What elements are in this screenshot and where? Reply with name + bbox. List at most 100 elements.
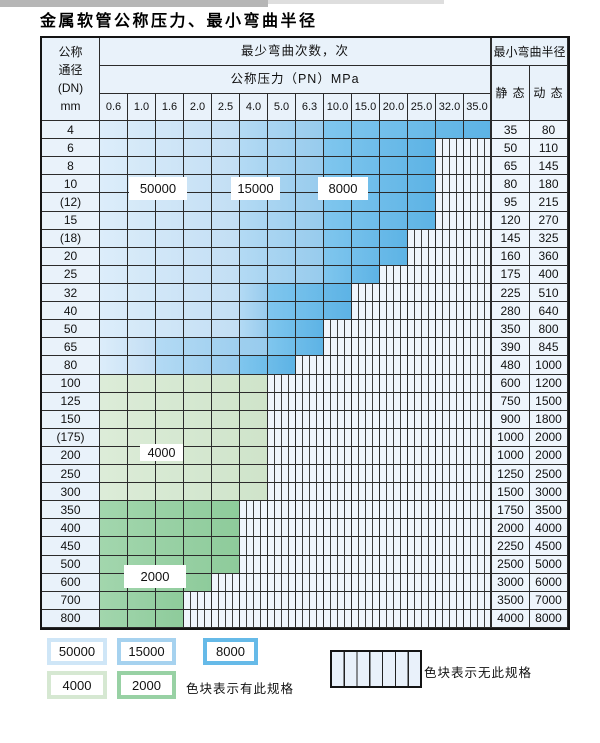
region-label-50000: 50000 bbox=[129, 177, 187, 200]
dn-label: (18) bbox=[42, 229, 100, 248]
region-b5 bbox=[100, 121, 240, 140]
legend-swatch-50000: 50000 bbox=[47, 638, 107, 665]
region-no-spec bbox=[184, 591, 492, 610]
region-b5 bbox=[100, 302, 240, 321]
scan-edge-strip bbox=[0, 0, 268, 7]
static-radius-value: 1750 bbox=[492, 501, 530, 520]
region-no-spec bbox=[184, 609, 492, 628]
pressure-col-header-0.6: 0.6 bbox=[100, 94, 128, 121]
dynamic-radius-value: 510 bbox=[530, 283, 568, 303]
dynamic-column-header: 动 态 bbox=[530, 66, 568, 121]
static-radius-value: 50 bbox=[492, 139, 530, 158]
region-b15 bbox=[240, 229, 324, 248]
region-b5 bbox=[100, 229, 240, 248]
dn-label: 400 bbox=[42, 519, 100, 538]
dn-label: 200 bbox=[42, 446, 100, 466]
region-no-spec bbox=[436, 211, 492, 230]
region-b5 bbox=[100, 320, 240, 339]
region-b8 bbox=[268, 320, 324, 339]
static-radius-value: 480 bbox=[492, 356, 530, 375]
dn-label: 40 bbox=[42, 302, 100, 321]
static-radius-value: 280 bbox=[492, 302, 530, 321]
region-b15 bbox=[240, 157, 324, 176]
region-b8 bbox=[324, 157, 436, 176]
static-radius-value: 3500 bbox=[492, 591, 530, 610]
pressure-col-header-6.3: 6.3 bbox=[296, 94, 324, 121]
dn-label: 15 bbox=[42, 211, 100, 230]
nominal-pressure-header: 公称压力（PN）MPa bbox=[100, 66, 492, 94]
pressure-col-header-1.0: 1.0 bbox=[128, 94, 156, 121]
dn-label: 50 bbox=[42, 320, 100, 339]
region-no-spec bbox=[436, 175, 492, 194]
dn-header-line: 公称 bbox=[58, 45, 83, 59]
dynamic-radius-value: 3500 bbox=[530, 501, 568, 520]
legend-has-spec-note: 色块表示有此规格 bbox=[186, 682, 295, 696]
legend-swatch-8000: 8000 bbox=[203, 638, 258, 665]
dynamic-radius-value: 1500 bbox=[530, 392, 568, 411]
static-radius-value: 145 bbox=[492, 229, 530, 248]
dn-label: 800 bbox=[42, 609, 100, 628]
region-no-spec bbox=[268, 374, 492, 393]
static-radius-value: 2250 bbox=[492, 537, 530, 556]
static-radius-value: 175 bbox=[492, 265, 530, 284]
dn-label: 600 bbox=[42, 573, 100, 592]
dn-label: 100 bbox=[42, 374, 100, 393]
static-radius-value: 1000 bbox=[492, 428, 530, 447]
region-b8 bbox=[324, 139, 436, 158]
spec-table: 公称 通径 (DN) mm 最少弯曲次数，次 最小弯曲半径 公称压力（PN）MP… bbox=[40, 36, 570, 630]
region-b15 bbox=[240, 211, 324, 230]
legend-no-spec-note: 色块表示无此规格 bbox=[424, 666, 533, 680]
dn-header-line: mm bbox=[60, 99, 81, 113]
dn-header-line: (DN) bbox=[57, 81, 84, 95]
static-column-header: 静 态 bbox=[492, 66, 530, 121]
region-b8 bbox=[268, 283, 352, 303]
dynamic-radius-value: 215 bbox=[530, 193, 568, 212]
region-b8 bbox=[324, 121, 492, 140]
legend-label-15000: 15000 bbox=[121, 642, 172, 661]
region-label-2000: 2000 bbox=[124, 565, 186, 588]
region-no-spec bbox=[296, 356, 492, 375]
dynamic-radius-value: 2500 bbox=[530, 465, 568, 484]
dynamic-radius-value: 6000 bbox=[530, 573, 568, 592]
dynamic-radius-value: 1000 bbox=[530, 356, 568, 375]
region-no-spec bbox=[352, 302, 492, 321]
dn-label: 450 bbox=[42, 537, 100, 556]
region-b8 bbox=[324, 229, 408, 248]
static-radius-value: 65 bbox=[492, 157, 530, 176]
dynamic-radius-value: 2000 bbox=[530, 428, 568, 447]
region-b5 bbox=[100, 338, 156, 357]
legend-label-4000: 4000 bbox=[51, 675, 103, 695]
region-b8 bbox=[268, 302, 352, 321]
dynamic-radius-value: 800 bbox=[530, 320, 568, 339]
dn-label: 65 bbox=[42, 338, 100, 357]
dynamic-radius-value: 640 bbox=[530, 302, 568, 321]
region-b5 bbox=[100, 265, 240, 284]
region-g4 bbox=[100, 392, 268, 411]
region-g4 bbox=[100, 483, 268, 502]
dynamic-radius-value: 4000 bbox=[530, 519, 568, 538]
static-radius-value: 95 bbox=[492, 193, 530, 212]
region-b5 bbox=[100, 157, 240, 176]
region-g4 bbox=[100, 410, 268, 429]
pressure-col-header-32.0: 32.0 bbox=[436, 94, 464, 121]
region-no-spec bbox=[268, 428, 492, 447]
dn-label: 250 bbox=[42, 465, 100, 484]
dn-column-header: 公称 通径 (DN) mm bbox=[42, 38, 100, 121]
pressure-col-header-1.6: 1.6 bbox=[156, 94, 184, 121]
dynamic-radius-value: 80 bbox=[530, 121, 568, 140]
region-no-spec bbox=[436, 157, 492, 176]
region-g2 bbox=[100, 609, 184, 628]
region-b15 bbox=[240, 247, 324, 266]
dynamic-radius-value: 845 bbox=[530, 338, 568, 357]
pressure-col-header-35.0: 35.0 bbox=[464, 94, 492, 121]
pressure-col-header-25.0: 25.0 bbox=[408, 94, 436, 121]
region-g4 bbox=[100, 374, 268, 393]
static-radius-value: 2500 bbox=[492, 555, 530, 574]
static-radius-value: 1250 bbox=[492, 465, 530, 484]
region-g2 bbox=[100, 519, 240, 538]
legend-no-spec-swatch bbox=[330, 650, 422, 688]
region-g2 bbox=[100, 537, 240, 556]
pressure-col-header-10.0: 10.0 bbox=[324, 94, 352, 121]
static-radius-value: 900 bbox=[492, 410, 530, 429]
static-radius-value: 225 bbox=[492, 283, 530, 303]
